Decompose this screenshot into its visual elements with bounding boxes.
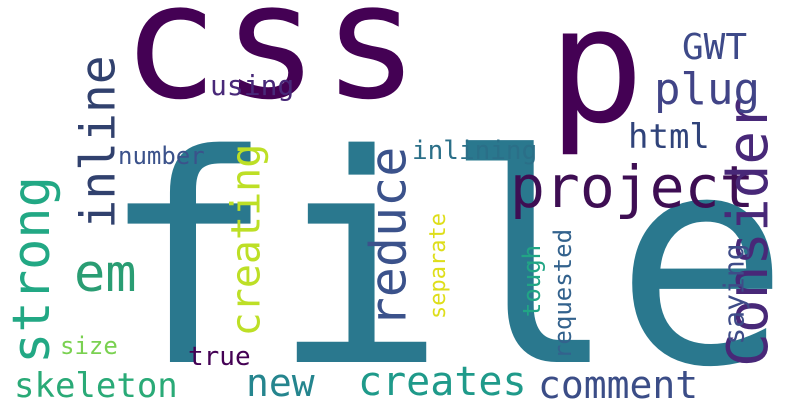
word-saying: saying <box>717 243 751 345</box>
word-comment: comment <box>538 363 699 400</box>
word-strong: strong <box>1 176 62 364</box>
word-true: true <box>188 342 251 372</box>
word-new: new <box>246 361 315 400</box>
word-tough: tough <box>518 244 547 318</box>
word-project: project <box>510 153 755 221</box>
word-reduce: reduce <box>359 146 418 328</box>
word-separate: separate <box>425 213 451 319</box>
word-size: size <box>60 332 118 360</box>
word-using: using <box>210 69 295 102</box>
word-file: file <box>100 94 789 400</box>
word-p: p <box>548 0 645 159</box>
word-inlining: inlining <box>412 136 538 166</box>
word-requested: requested <box>549 228 578 360</box>
word-plug: plug <box>654 64 760 115</box>
word-em: em <box>74 244 137 304</box>
word-skeleton: skeleton <box>14 366 178 400</box>
word-css: css <box>122 0 423 135</box>
word-creates: creates <box>358 359 527 400</box>
word-creating: creating <box>223 143 270 337</box>
word-number: number <box>118 142 205 170</box>
word-gwt: GWT <box>682 27 748 68</box>
word-html: html <box>628 117 710 157</box>
word-inline: inline <box>70 55 127 229</box>
